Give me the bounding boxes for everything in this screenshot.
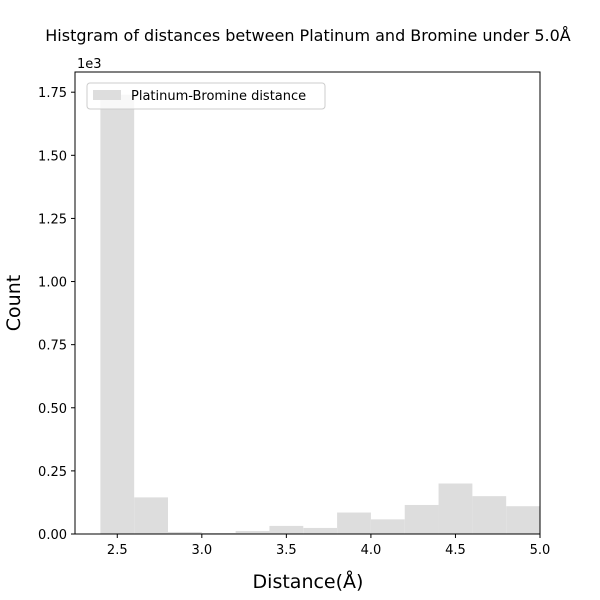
histogram-bar [303, 527, 338, 534]
histogram-bar [235, 530, 270, 534]
y-axis-ticks: 0.00 0.25 0.50 0.75 1.00 1.25 1.50 1.75 [38, 86, 75, 543]
x-tick-label: 5.0 [530, 543, 551, 558]
histogram-bar [134, 497, 168, 534]
y-tick-label: 1.75 [38, 86, 67, 101]
histogram-bar [370, 519, 405, 534]
histogram-bar [404, 504, 439, 534]
legend-swatch [93, 90, 121, 100]
y-tick-label: 0.75 [38, 339, 67, 354]
y-offset-text: 1e3 [77, 57, 102, 72]
histogram-bar [269, 525, 304, 534]
y-axis-label: Count [3, 275, 25, 331]
x-tick-label: 3.5 [276, 543, 297, 558]
y-tick-label: 0.25 [38, 465, 67, 480]
legend-label: Platinum-Bromine distance [131, 89, 306, 104]
plot-frame [74, 71, 541, 535]
x-axis-label: Distance(Å) [253, 570, 364, 593]
legend-frame [86, 82, 326, 110]
histogram-bar [438, 483, 473, 534]
histogram-bar [472, 496, 507, 534]
y-tick-label: 1.50 [38, 149, 67, 164]
bars [100, 94, 540, 534]
x-tick-label: 3.0 [191, 543, 212, 558]
histogram-bar [168, 531, 202, 534]
x-axis-ticks: 2.5 3.0 3.5 4.0 4.5 5.0 [107, 534, 550, 558]
y-tick-label: 0.50 [38, 402, 67, 417]
y-tick-label: 1.25 [38, 212, 67, 227]
chart-title: Histgram of distances between Platinum a… [45, 26, 571, 45]
legend: Platinum-Bromine distance [86, 82, 326, 110]
x-tick-label: 4.0 [361, 543, 382, 558]
x-tick-label: 2.5 [107, 543, 128, 558]
histogram-bar [506, 506, 540, 534]
y-tick-label: 1.00 [38, 276, 67, 291]
x-tick-label: 4.5 [445, 543, 466, 558]
y-tick-label: 0.00 [38, 528, 67, 543]
histogram-bar [201, 532, 236, 534]
histogram-bar [100, 94, 135, 534]
histogram-bar [337, 512, 371, 534]
